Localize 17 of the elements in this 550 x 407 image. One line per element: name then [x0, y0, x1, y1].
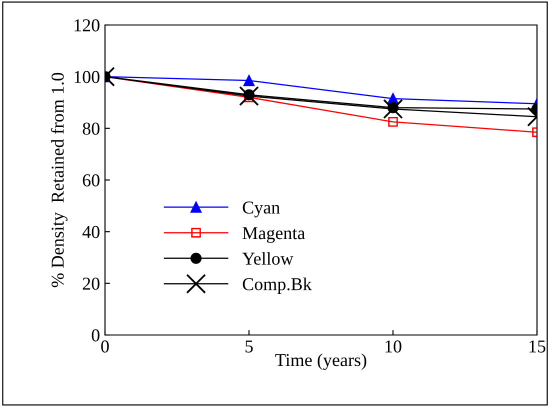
y-tick-label: 0	[92, 329, 100, 342]
x-tick-label: 10	[386, 340, 402, 353]
legend-label: Comp.Bk	[242, 278, 312, 294]
legend-label: Yellow	[242, 252, 294, 265]
x-tick-label: 5	[246, 340, 253, 353]
y-axis-title: % Density Retained from 1.0	[50, 72, 68, 288]
y-tick-label: 20	[82, 278, 100, 290]
legend-label: Magenta	[242, 227, 306, 243]
x-tick-label: 0	[101, 340, 109, 353]
x-tick-label: 15	[530, 340, 546, 353]
y-tick-label: 80	[82, 122, 100, 135]
y-tick-label: 100	[74, 70, 100, 84]
y-tick-label: 40	[82, 226, 100, 238]
x-axis-title: Time (years)	[275, 353, 366, 370]
y-tick-label: 120	[74, 19, 100, 32]
legend-label: Cyan	[242, 202, 280, 218]
y-tick-label: 60	[82, 174, 100, 186]
